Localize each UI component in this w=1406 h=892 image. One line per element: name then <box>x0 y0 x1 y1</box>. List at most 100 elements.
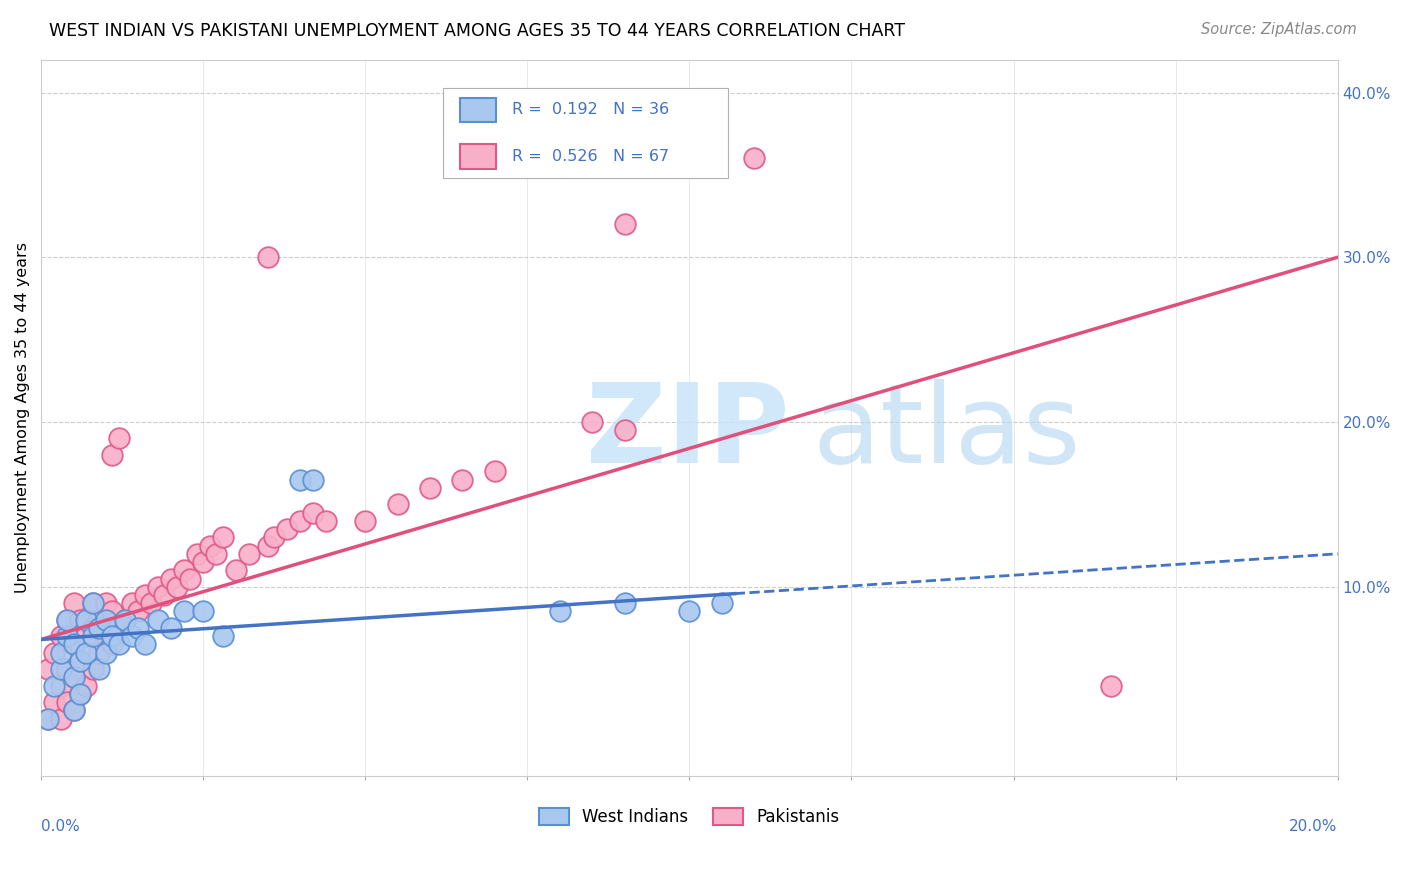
Point <box>127 604 149 618</box>
Point <box>69 654 91 668</box>
Point <box>114 613 136 627</box>
Point <box>62 670 84 684</box>
Point <box>146 580 169 594</box>
Text: Source: ZipAtlas.com: Source: ZipAtlas.com <box>1201 22 1357 37</box>
Point <box>153 588 176 602</box>
Point <box>62 637 84 651</box>
Point <box>42 679 65 693</box>
Point <box>257 250 280 264</box>
Point <box>82 621 104 635</box>
Point <box>302 473 325 487</box>
Point <box>101 637 124 651</box>
Point <box>76 613 98 627</box>
Point <box>62 703 84 717</box>
Point <box>49 629 72 643</box>
Point <box>94 613 117 627</box>
Point <box>94 629 117 643</box>
Point <box>198 539 221 553</box>
Point <box>263 530 285 544</box>
Point <box>678 604 700 618</box>
Point <box>94 646 117 660</box>
Point <box>290 514 312 528</box>
Point <box>613 596 636 610</box>
Text: WEST INDIAN VS PAKISTANI UNEMPLOYMENT AMONG AGES 35 TO 44 YEARS CORRELATION CHAR: WEST INDIAN VS PAKISTANI UNEMPLOYMENT AM… <box>49 22 905 40</box>
Point <box>82 596 104 610</box>
Point <box>134 637 156 651</box>
Point <box>76 646 98 660</box>
Point <box>166 580 188 594</box>
Point <box>108 637 131 651</box>
Point <box>94 596 117 610</box>
Point <box>49 679 72 693</box>
FancyBboxPatch shape <box>460 97 496 122</box>
Point <box>69 687 91 701</box>
FancyBboxPatch shape <box>443 88 728 178</box>
Point <box>69 654 91 668</box>
Point <box>484 152 506 166</box>
Point <box>76 629 98 643</box>
Point <box>1099 679 1122 693</box>
Point <box>354 514 377 528</box>
Point <box>710 596 733 610</box>
Point <box>193 604 215 618</box>
Point <box>108 432 131 446</box>
Point <box>42 646 65 660</box>
Point <box>419 481 441 495</box>
Point <box>101 604 124 618</box>
Point <box>238 547 260 561</box>
Point <box>276 522 298 536</box>
Text: 0.0%: 0.0% <box>41 819 80 834</box>
Point <box>211 530 233 544</box>
Point <box>186 547 208 561</box>
Point <box>56 629 79 643</box>
Point <box>134 588 156 602</box>
Text: ZIP: ZIP <box>586 379 789 486</box>
Point <box>484 465 506 479</box>
Point <box>69 613 91 627</box>
Point <box>49 646 72 660</box>
Point <box>82 662 104 676</box>
Point <box>257 539 280 553</box>
Legend: West Indians, Pakistanis: West Indians, Pakistanis <box>533 801 846 832</box>
Point <box>742 152 765 166</box>
Point <box>62 703 84 717</box>
Point <box>127 621 149 635</box>
Point <box>82 629 104 643</box>
Point <box>89 613 111 627</box>
Point <box>146 613 169 627</box>
Point <box>173 604 195 618</box>
Point <box>62 596 84 610</box>
Point <box>101 448 124 462</box>
Point <box>76 679 98 693</box>
Point <box>62 670 84 684</box>
Point <box>225 563 247 577</box>
Point <box>37 712 59 726</box>
Point <box>387 497 409 511</box>
Point <box>82 596 104 610</box>
Point <box>451 473 474 487</box>
Point <box>101 629 124 643</box>
Point <box>89 662 111 676</box>
Point <box>108 621 131 635</box>
Point <box>141 596 163 610</box>
Point <box>302 506 325 520</box>
Text: R =  0.192   N = 36: R = 0.192 N = 36 <box>512 103 669 117</box>
Point <box>581 415 603 429</box>
Point <box>290 473 312 487</box>
Point <box>159 621 181 635</box>
Point <box>114 613 136 627</box>
Point <box>179 572 201 586</box>
Text: 20.0%: 20.0% <box>1289 819 1337 834</box>
Point <box>42 695 65 709</box>
Point <box>37 712 59 726</box>
Point <box>613 217 636 231</box>
Point <box>89 621 111 635</box>
Point <box>121 629 143 643</box>
Point <box>548 604 571 618</box>
Point <box>315 514 337 528</box>
Point <box>56 613 79 627</box>
Point <box>69 687 91 701</box>
Point <box>121 596 143 610</box>
FancyBboxPatch shape <box>460 145 496 169</box>
Point <box>49 662 72 676</box>
